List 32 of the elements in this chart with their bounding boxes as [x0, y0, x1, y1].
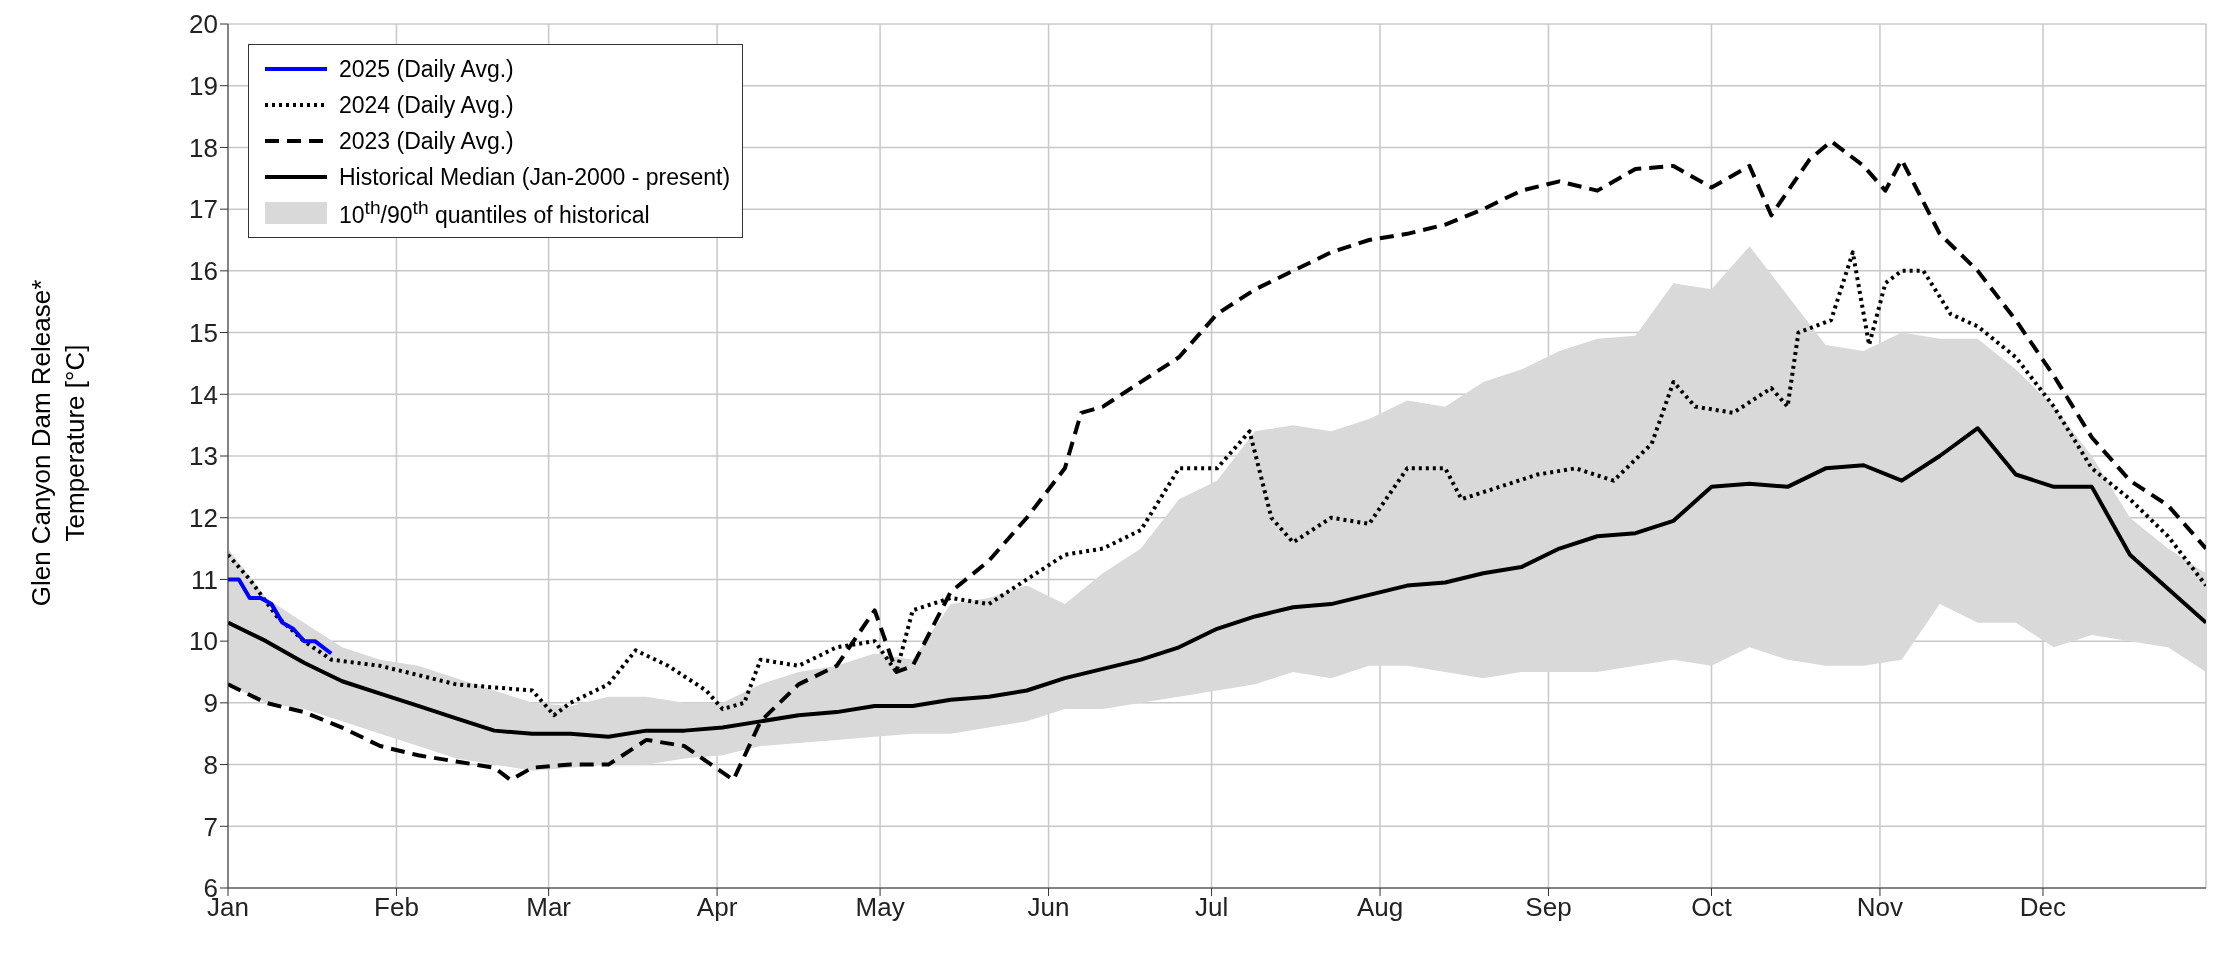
y-tick-label: 9 [203, 688, 218, 719]
legend-label: 2024 (Daily Avg.) [339, 91, 514, 119]
y-tick-label: 19 [189, 70, 218, 101]
x-tick-label: Feb [374, 892, 419, 923]
y-tick-label: 17 [189, 194, 218, 225]
x-tick-label: Jun [1027, 892, 1070, 923]
y-tick-label: 14 [189, 379, 218, 410]
x-tick-label: Oct [1691, 892, 1733, 923]
y-axis-title: Glen Canyon Dam Release* Temperature [°C] [25, 279, 91, 607]
y-tick-label: 15 [189, 317, 218, 348]
x-tick-label: Apr [696, 892, 738, 923]
y-tick-label: 18 [189, 132, 218, 163]
x-tick-label: Nov [1856, 892, 1904, 923]
y-tick-label: 7 [203, 811, 218, 842]
x-tick-label: Mar [526, 892, 572, 923]
x-tick-label: Aug [1356, 892, 1404, 923]
x-tick-label: Dec [2019, 892, 2067, 923]
y-tick-label: 16 [189, 256, 218, 287]
y-tick-label: 13 [189, 441, 218, 472]
x-tick-label: Sep [1525, 892, 1572, 923]
y-tick-label: 20 [189, 9, 218, 40]
x-tick-label: May [855, 892, 905, 923]
annotation: 10$^{th}$/90$^{th}$ quantiles of historical [339, 197, 650, 229]
x-tick-label: Jul [1194, 892, 1229, 923]
y-tick-label: 11 [191, 564, 218, 595]
y-tick-label: 12 [189, 502, 218, 533]
legend-label: Historical Median (Jan-2000 - present) [339, 163, 731, 191]
y-tick-label: 8 [203, 749, 218, 780]
legend-label: 2023 (Daily Avg.) [339, 127, 514, 155]
y-tick-label: 10 [189, 626, 218, 657]
legend-label: 2025 (Daily Avg.) [339, 55, 514, 83]
line-series [228, 577, 334, 656]
